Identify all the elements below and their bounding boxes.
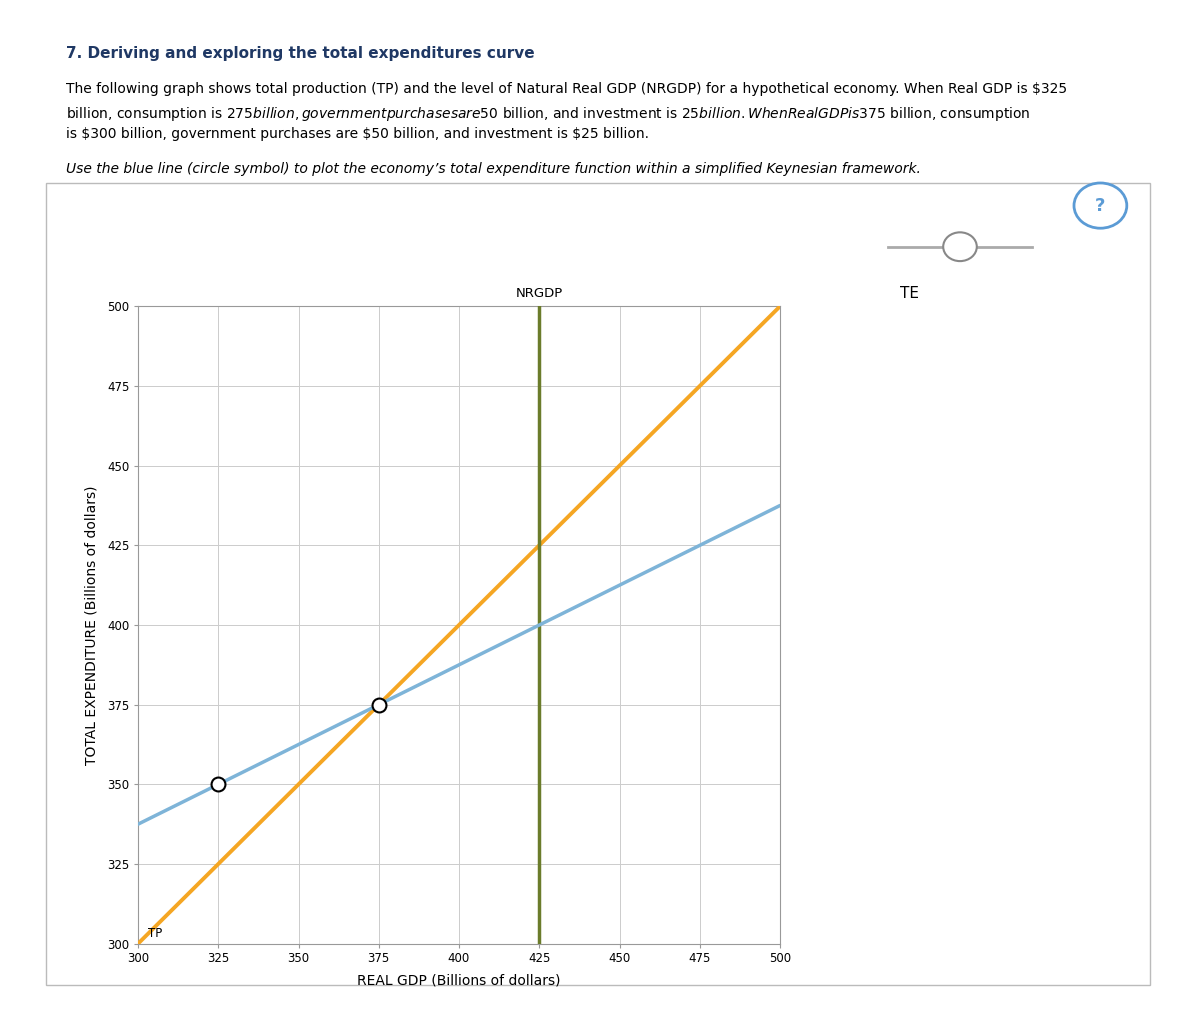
Text: ?: ? <box>1096 196 1105 215</box>
Text: TP: TP <box>148 927 162 941</box>
Text: The following graph shows total production (TP) and the level of Natural Real GD: The following graph shows total producti… <box>66 82 1067 97</box>
Text: TE: TE <box>900 286 919 301</box>
X-axis label: REAL GDP (Billions of dollars): REAL GDP (Billions of dollars) <box>358 974 560 987</box>
Text: is $300 billion, government purchases are $50 billion, and investment is $25 bil: is $300 billion, government purchases ar… <box>66 127 649 142</box>
Text: NRGDP: NRGDP <box>516 287 563 300</box>
Text: Use the blue line (circle symbol) to plot the economy’s total expenditure functi: Use the blue line (circle symbol) to plo… <box>66 162 920 177</box>
Y-axis label: TOTAL EXPENDITURE (Billions of dollars): TOTAL EXPENDITURE (Billions of dollars) <box>85 485 98 765</box>
Text: billion, consumption is $275 billion, government purchases are $50 billion, and : billion, consumption is $275 billion, go… <box>66 105 1031 123</box>
Text: 7. Deriving and exploring the total expenditures curve: 7. Deriving and exploring the total expe… <box>66 46 535 62</box>
